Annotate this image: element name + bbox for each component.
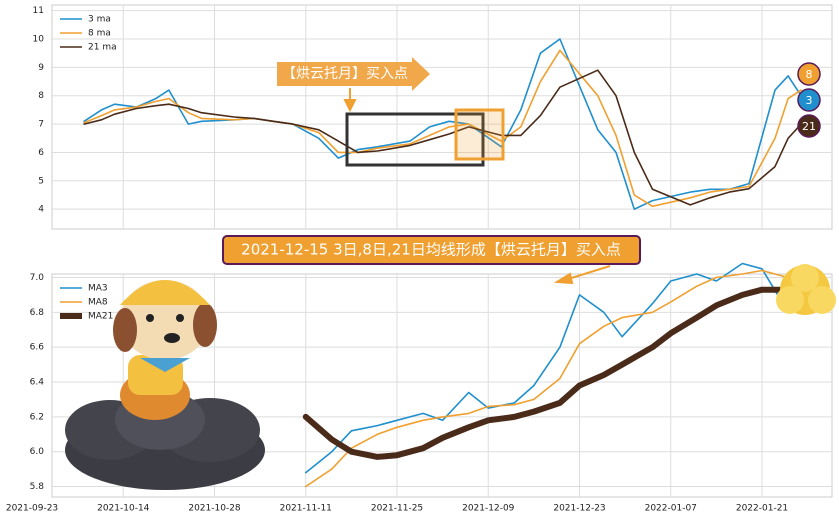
x-tick-label: 2021-11-25 bbox=[371, 504, 423, 514]
y-tick-label: 5.8 bbox=[30, 482, 45, 492]
y-tick-label: 10 bbox=[33, 35, 45, 45]
y-tick-label: 6.0 bbox=[30, 447, 45, 457]
x-tick-label: 2022-01-07 bbox=[645, 504, 697, 514]
sun-illustration bbox=[776, 264, 836, 315]
x-tick-label: 2021-10-14 bbox=[97, 504, 150, 514]
title-banner bbox=[222, 235, 641, 265]
legend-label: 21 ma bbox=[88, 43, 117, 53]
series-line bbox=[83, 38, 802, 210]
series-line bbox=[305, 269, 789, 488]
series-line bbox=[83, 49, 802, 208]
top-plot-frame bbox=[51, 4, 833, 230]
legend-label: MA8 bbox=[88, 298, 108, 308]
x-tick-label: 2021-10-28 bbox=[188, 504, 241, 514]
y-tick-label: 11 bbox=[33, 6, 44, 16]
legend-label: MA21 bbox=[88, 312, 113, 322]
end-label-badge bbox=[797, 88, 821, 112]
highlight-box bbox=[454, 108, 505, 161]
y-tick-label: 6.8 bbox=[30, 308, 45, 318]
x-tick-label: 2021-09-23 bbox=[6, 504, 58, 514]
end-label: 21 bbox=[802, 120, 816, 133]
y-tick-label: 7.0 bbox=[30, 273, 45, 283]
end-label: 8 bbox=[806, 68, 813, 81]
series-line bbox=[302, 286, 792, 460]
x-tick-label: 2022-01-21 bbox=[736, 504, 788, 514]
chart-title: 2021-12-15 3日,8日,21日均线形成【烘云托月】买入点 bbox=[241, 241, 621, 259]
end-label-badge bbox=[797, 114, 821, 138]
annotation: 【烘云托月】买入点 bbox=[282, 66, 408, 82]
end-label: 3 bbox=[806, 94, 813, 107]
y-tick-label: 6.6 bbox=[30, 343, 45, 353]
legend-label: 8 ma bbox=[88, 29, 111, 39]
x-tick-label: 2021-12-09 bbox=[462, 504, 515, 514]
pointer-arrow bbox=[553, 265, 611, 285]
end-label-badge bbox=[797, 62, 821, 86]
legend-label: MA3 bbox=[88, 284, 108, 294]
x-tick-label: 2021-11-11 bbox=[280, 504, 332, 514]
y-tick-label: 8 bbox=[38, 91, 44, 101]
legend-label: 3 ma bbox=[88, 15, 111, 25]
highlight-box bbox=[345, 112, 485, 167]
pointer-arrow bbox=[343, 88, 357, 113]
y-tick-label: 6 bbox=[38, 148, 44, 158]
y-tick-label: 9 bbox=[38, 63, 44, 73]
y-tick-label: 6.4 bbox=[30, 378, 45, 388]
annotation-arrow bbox=[277, 57, 430, 91]
dog-illustration bbox=[113, 280, 217, 420]
series-line bbox=[305, 262, 789, 474]
y-tick-label: 4 bbox=[38, 205, 44, 215]
x-tick-label: 2021-12-23 bbox=[553, 504, 605, 514]
y-tick-label: 5 bbox=[38, 176, 44, 186]
y-tick-label: 6.2 bbox=[30, 412, 44, 422]
y-tick-label: 7 bbox=[38, 120, 44, 130]
series-line bbox=[83, 69, 802, 206]
